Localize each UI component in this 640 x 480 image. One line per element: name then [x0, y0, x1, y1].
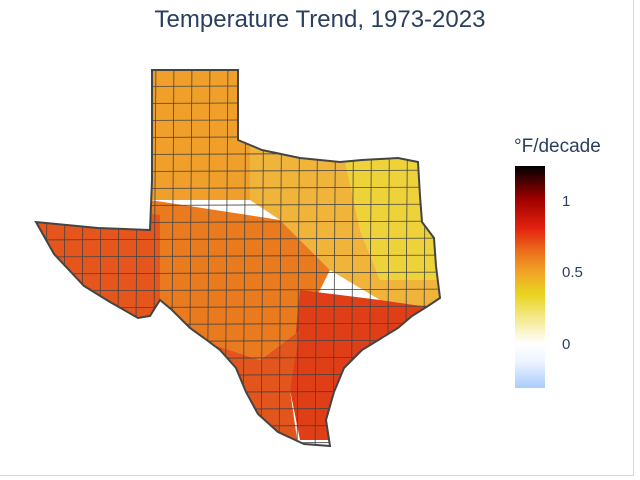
colorbar-tick-label: 0 — [562, 336, 571, 354]
county-border — [441, 60, 444, 460]
chart-title: Temperature Trend, 1973-2023 — [154, 6, 486, 33]
county-border — [36, 135, 440, 139]
county-border — [36, 70, 440, 71]
region-fill-east — [250, 140, 440, 310]
county-border — [44, 70, 49, 446]
county-border — [36, 84, 440, 88]
county-border — [36, 390, 440, 394]
county-border — [36, 424, 440, 428]
region-fill-central — [150, 200, 330, 360]
county-border — [36, 254, 440, 258]
county-border — [36, 441, 440, 445]
county-border — [36, 271, 440, 275]
region-fill-panhandle — [140, 70, 250, 200]
colorbar — [515, 166, 545, 388]
region-fill-west — [36, 200, 160, 330]
county-border — [36, 101, 440, 105]
texas-outline — [34, 69, 442, 448]
colorbar-tick-label: 0.5 — [562, 264, 583, 282]
colorbar-title: °F/decade — [514, 136, 601, 157]
colorbar-tick-label: 1 — [562, 192, 571, 210]
county-border — [36, 237, 440, 241]
county-border — [36, 407, 440, 411]
county-border — [27, 60, 30, 460]
county-border — [36, 118, 440, 122]
